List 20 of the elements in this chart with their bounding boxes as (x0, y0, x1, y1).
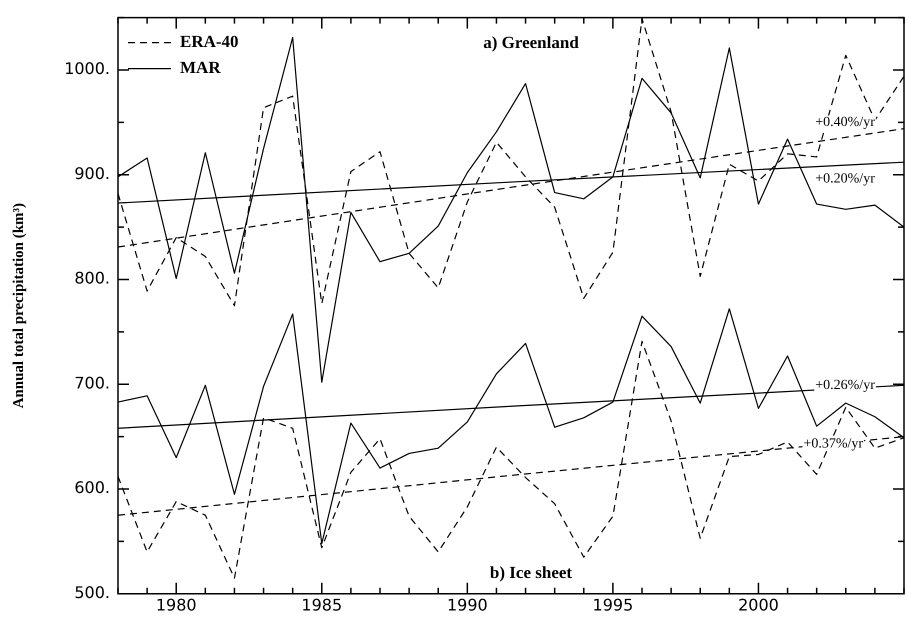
x-tick-label: 1985 (301, 596, 342, 615)
x-tick-label: 1995 (592, 596, 634, 615)
annotation: a) Greenland (483, 32, 580, 52)
annotation: +0.20%/yr (815, 172, 876, 187)
y-tick-label: 600. (74, 478, 110, 498)
annotation: +0.26%/yr (815, 378, 876, 393)
y-axis-title: Annual total precipitation (km³) (10, 202, 27, 408)
y-tick-label: 900. (74, 164, 110, 183)
annotation: +0.37%/yr (803, 436, 864, 452)
annotation: +0.40%/yr (815, 115, 876, 130)
y-tick-label: 700. (74, 373, 110, 392)
x-tick-label: 2000 (738, 596, 779, 615)
y-tick-label: 500. (74, 582, 110, 602)
y-tick-label: 800. (74, 268, 110, 288)
legend-label: ERA-40 (180, 32, 239, 51)
annotation: b) Ice sheet (490, 563, 572, 582)
y-tick-label: 1000. (64, 59, 110, 78)
legend-label: MAR (180, 58, 222, 77)
x-tick-label: 1990 (446, 596, 488, 615)
x-tick-label: 1980 (156, 596, 197, 615)
